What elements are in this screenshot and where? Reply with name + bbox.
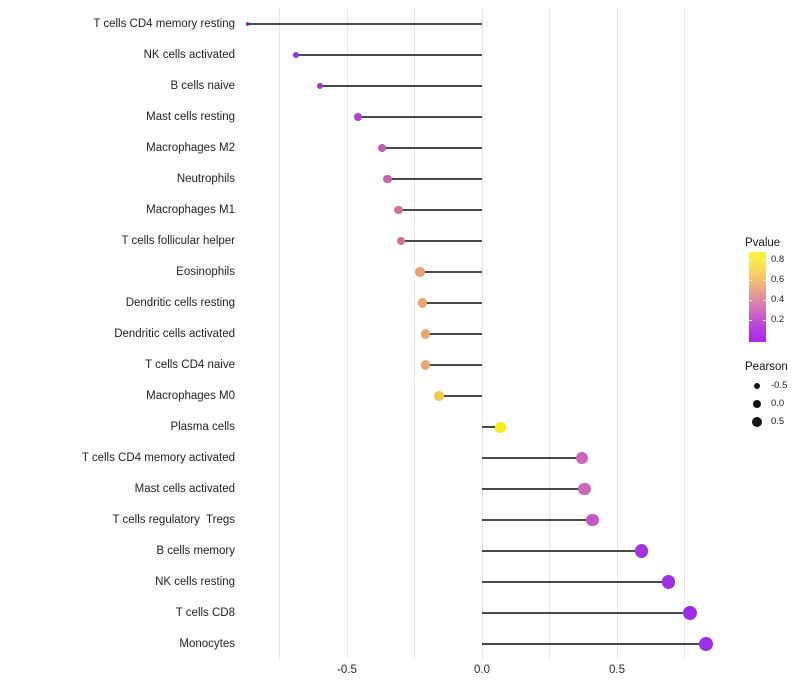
colorbar-tick-mark	[763, 300, 766, 301]
lollipop-stem	[482, 550, 642, 552]
lollipop-stem	[295, 54, 482, 56]
lollipop-stem	[482, 488, 585, 490]
category-label: Macrophages M1	[146, 204, 235, 216]
lollipop-dot	[634, 544, 648, 558]
lollipop-dot	[417, 298, 428, 308]
vertical-gridline	[616, 8, 618, 659]
category-label: T cells CD4 memory resting	[93, 18, 235, 30]
pearson-size-dot	[751, 416, 763, 428]
lollipop-stem	[422, 302, 482, 304]
category-label: NK cells resting	[155, 576, 235, 588]
vertical-gridline	[684, 8, 685, 659]
lollipop-dot	[420, 329, 431, 339]
lollipop-stem	[438, 395, 482, 397]
lollipop-dot	[682, 606, 697, 620]
lollipop-stem	[387, 178, 482, 180]
lollipop-stem	[482, 643, 707, 645]
lollipop-dot	[420, 360, 431, 370]
lollipop-stem	[482, 581, 669, 583]
category-label: T cells CD8	[175, 607, 235, 619]
category-label: T cells CD4 naive	[145, 359, 235, 371]
category-label: Monocytes	[179, 638, 235, 650]
colorbar-tick-mark	[763, 260, 766, 261]
lollipop-dot	[698, 636, 714, 652]
category-label: Mast cells activated	[134, 483, 235, 495]
lollipop-stem	[482, 457, 582, 459]
colorbar-tick-label: 0.2	[771, 314, 785, 325]
lollipop-dot	[433, 391, 444, 401]
lollipop-dot	[578, 482, 591, 496]
vertical-gridline	[414, 8, 415, 659]
lollipop-dot	[415, 267, 425, 277]
lollipop-stem	[482, 426, 501, 428]
lollipop-dot	[586, 513, 599, 527]
x-axis-tick-label: 0.0	[474, 664, 490, 676]
vertical-gridline	[549, 8, 550, 659]
lollipop-stem	[320, 85, 482, 87]
pearson-size-dot	[753, 382, 761, 390]
colorbar-tick-mark	[749, 320, 752, 321]
lollipop-dot	[353, 113, 362, 121]
pearson-size-label: 0.5	[771, 416, 785, 427]
lollipop-stem	[425, 333, 482, 335]
category-label: Mast cells resting	[146, 111, 235, 123]
lollipop-dot	[393, 205, 403, 215]
category-label: Plasma cells	[170, 421, 235, 433]
pvalue-legend-title: Pvalue	[745, 237, 781, 249]
category-label: T cells CD4 memory activated	[81, 452, 235, 464]
lollipop-dot	[377, 143, 387, 153]
colorbar-tick-mark	[749, 280, 752, 281]
category-label: Dendritic cells resting	[125, 297, 235, 309]
colorbar-tick-mark	[749, 260, 752, 261]
vertical-gridline	[481, 8, 483, 659]
vertical-gridline	[279, 8, 280, 659]
lollipop-stem	[247, 23, 482, 25]
x-axis-tick-label: -0.5	[337, 664, 357, 676]
colorbar-tick-label: 0.4	[771, 294, 785, 305]
lollipop-stem	[382, 147, 482, 149]
lollipop-dot	[292, 52, 299, 58]
category-label: B cells memory	[156, 545, 235, 557]
pearson-size-dot	[752, 399, 762, 409]
category-label: T cells follicular helper	[121, 235, 235, 247]
category-label: B cells naive	[170, 80, 235, 92]
lollipop-stem	[398, 209, 482, 211]
pearson-size-label: 0.0	[771, 398, 785, 409]
lollipop-stem	[419, 271, 482, 273]
colorbar-tick-mark	[763, 320, 766, 321]
pearson-legend-title: Pearson	[745, 361, 788, 373]
lollipop-stem	[482, 612, 690, 614]
colorbar-tick-mark	[763, 280, 766, 281]
lollipop-dot	[575, 451, 589, 465]
colorbar-tick-label: 0.6	[771, 274, 785, 285]
category-label: Eosinophils	[176, 266, 235, 278]
pearson-size-label: -0.5	[771, 380, 788, 391]
category-label: Macrophages M0	[146, 390, 235, 402]
category-label: NK cells activated	[143, 49, 235, 61]
lollipop-stem	[357, 116, 482, 118]
vertical-gridline	[346, 8, 348, 659]
colorbar-tick-label: 0.8	[771, 254, 785, 265]
lollipop-dot	[316, 82, 324, 90]
lollipop-dot	[396, 236, 406, 246]
x-axis-tick-label: 0.5	[609, 664, 625, 676]
colorbar-tick-mark	[749, 300, 752, 301]
lollipop-stem	[482, 519, 593, 521]
category-label: Macrophages M2	[146, 142, 235, 154]
lollipop-dot	[661, 575, 676, 589]
category-label: Neutrophils	[176, 173, 235, 185]
lollipop-stem	[425, 364, 482, 366]
lollipop-dot	[495, 421, 507, 433]
pvalue-colorbar	[749, 252, 766, 342]
category-label: Dendritic cells activated	[114, 328, 235, 340]
lollipop-dot	[245, 22, 249, 26]
category-label: T cells regulatory Tregs	[112, 514, 235, 526]
lollipop-stem	[401, 240, 482, 242]
lollipop-dot	[383, 174, 392, 184]
